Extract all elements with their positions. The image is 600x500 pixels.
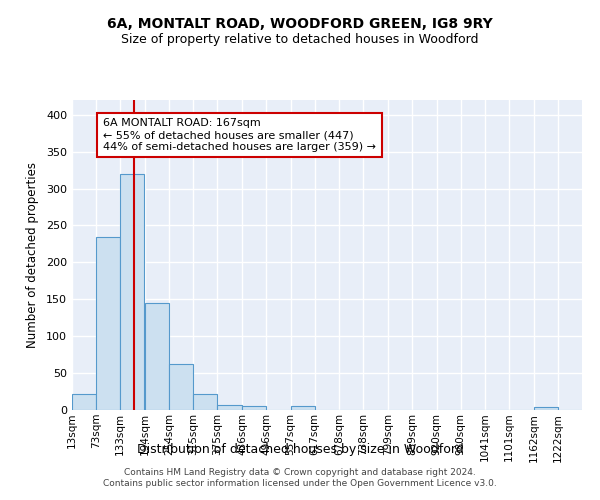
Bar [193,394,217,410]
Text: 6A, MONTALT ROAD, WOODFORD GREEN, IG8 9RY: 6A, MONTALT ROAD, WOODFORD GREEN, IG8 9R… [107,18,493,32]
Bar [217,405,242,410]
Bar [169,364,193,410]
Bar [72,394,96,410]
Y-axis label: Number of detached properties: Number of detached properties [26,162,39,348]
Bar [242,406,266,410]
Text: Size of property relative to detached houses in Woodford: Size of property relative to detached ho… [121,32,479,46]
Bar [120,174,145,410]
Bar [290,406,315,410]
Text: Distribution of detached houses by size in Woodford: Distribution of detached houses by size … [137,442,463,456]
Text: Contains HM Land Registry data © Crown copyright and database right 2024.
Contai: Contains HM Land Registry data © Crown c… [103,468,497,487]
Bar [534,407,558,410]
Bar [145,303,169,410]
Bar [96,236,120,410]
Text: 6A MONTALT ROAD: 167sqm
← 55% of detached houses are smaller (447)
44% of semi-d: 6A MONTALT ROAD: 167sqm ← 55% of detache… [103,118,376,152]
